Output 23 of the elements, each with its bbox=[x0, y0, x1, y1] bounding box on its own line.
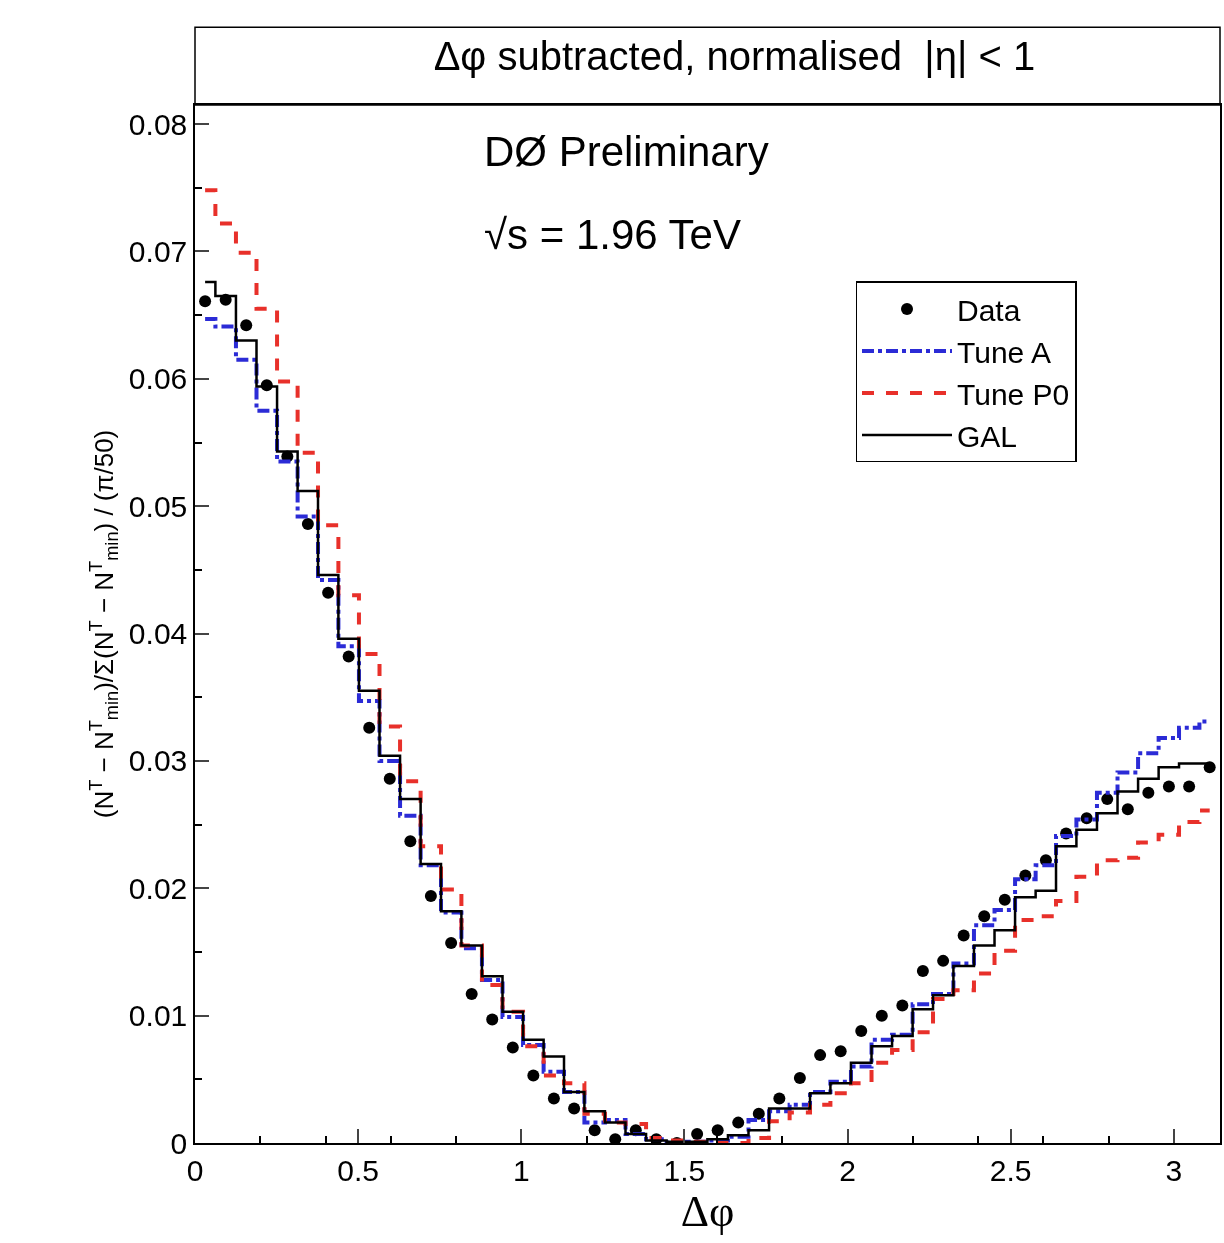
chart-title: Δφ subtracted, normalised |η| < 1 bbox=[433, 33, 1036, 78]
legend-label: Tune P0 bbox=[957, 377, 1070, 411]
x-axis-title: Δφ bbox=[680, 1186, 735, 1236]
y-tick-label: 0 bbox=[170, 1126, 188, 1160]
x-tick-label: 0.5 bbox=[337, 1153, 379, 1187]
y-tick-label: 0.07 bbox=[128, 234, 188, 268]
annotation: √s = 1.96 TeV bbox=[484, 211, 741, 258]
x-tick-label: 1 bbox=[512, 1153, 530, 1187]
y-tick-label: 0.08 bbox=[128, 107, 188, 141]
legend-label: GAL bbox=[957, 419, 1018, 453]
x-tick-label: 1.5 bbox=[663, 1153, 706, 1187]
legend-label: Tune A bbox=[957, 335, 1051, 369]
y-tick-label: 0.03 bbox=[128, 744, 188, 778]
y-tick-label: 0.01 bbox=[128, 999, 188, 1033]
x-tick-label: 3 bbox=[1165, 1153, 1183, 1187]
y-tick-label: 0.05 bbox=[128, 489, 188, 523]
x-tick-label: 2.5 bbox=[989, 1153, 1032, 1187]
legend-label: Data bbox=[957, 293, 1021, 327]
x-tick-label: 2 bbox=[839, 1153, 856, 1187]
annotation: DØ Preliminary bbox=[484, 128, 769, 175]
y-tick-label: 0.04 bbox=[128, 617, 188, 651]
y-tick-label: 0.06 bbox=[128, 362, 188, 396]
y-tick-label: 0.02 bbox=[128, 871, 188, 905]
